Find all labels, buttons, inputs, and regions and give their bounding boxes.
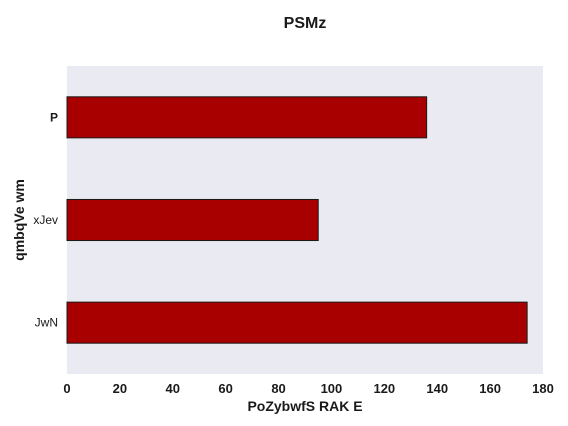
x-tick-label: 40 [166,381,180,396]
y-axis-label: qmbqVe wm [11,179,27,261]
x-tick-label: 140 [426,381,448,396]
x-tick-label: 20 [113,381,127,396]
chart-title: PSMz [284,15,327,32]
x-tick-label: 180 [532,381,554,396]
x-tick-label: 160 [479,381,501,396]
x-tick-label: 80 [271,381,285,396]
x-tick-label: 120 [373,381,395,396]
bar-P [66,96,428,139]
x-tick-label: 100 [321,381,343,396]
bar-xJev [66,198,319,242]
y-tick-label: xJev [33,213,58,227]
y-tick-labels: JwN xJev P [33,110,58,329]
bars-group [66,96,528,344]
y-tick-label: P [50,110,58,124]
y-tick-label: JwN [35,316,58,330]
x-tick-label: 60 [218,381,232,396]
bar-JwN [66,301,528,344]
x-axis-label: PoZybwfS RAK E [247,398,362,414]
x-tick-labels: 0 20 40 60 80 100 120 140 160 180 [63,381,553,396]
x-tick-label: 0 [63,381,70,396]
